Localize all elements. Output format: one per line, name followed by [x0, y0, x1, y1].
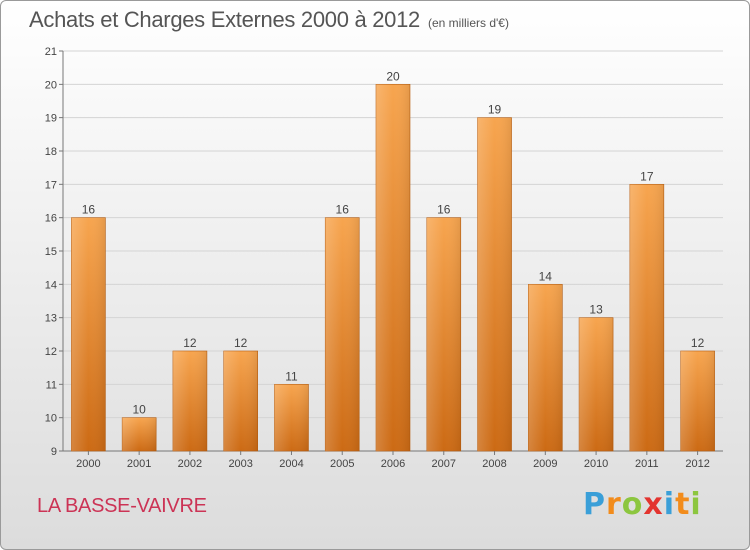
bar-shine [629, 184, 664, 452]
x-tick-label: 2006 [381, 458, 405, 470]
y-tick-label: 11 [46, 379, 57, 391]
bar-shine [426, 217, 461, 451]
bar-shine [122, 417, 157, 451]
bar-shine [71, 217, 106, 451]
data-label: 17 [640, 169, 654, 183]
data-label: 10 [132, 403, 146, 417]
data-label: 11 [285, 369, 298, 383]
y-tick-label: 19 [45, 113, 57, 125]
x-tick-label: 2003 [228, 458, 252, 470]
chart-subtitle: (en milliers d'€) [427, 16, 509, 30]
data-label: 14 [539, 269, 553, 283]
logo-letter: o [621, 487, 644, 522]
y-tick-label: 13 [45, 313, 57, 325]
bar-shine [680, 351, 715, 451]
logo-letter: r [606, 487, 622, 522]
bar-shine [528, 284, 563, 451]
y-tick-label: 14 [45, 279, 57, 291]
chart-title: Achats et Charges Externes 2000 à 2012 (e… [29, 7, 509, 33]
proxiti-logo: Proxiti [583, 487, 702, 522]
x-tick-label: 2010 [584, 458, 608, 470]
bar-shine [579, 317, 614, 451]
y-tick-label: 16 [45, 213, 57, 225]
x-tick-label: 2000 [76, 458, 100, 470]
data-label: 12 [691, 336, 705, 350]
y-tick-label: 10 [45, 413, 57, 425]
x-tick-label: 2012 [685, 458, 709, 470]
data-label: 20 [386, 69, 400, 83]
bar-shine [477, 117, 512, 452]
bar-shine [376, 84, 410, 451]
y-tick-label: 12 [45, 346, 57, 358]
x-tick-label: 2009 [533, 458, 557, 470]
bar-shine [325, 217, 360, 451]
y-tick-label: 15 [45, 246, 57, 258]
logo-letter: P [583, 487, 606, 522]
data-label: 16 [437, 203, 451, 217]
x-tick-label: 2002 [178, 458, 202, 470]
logo-letter: i [663, 487, 676, 522]
logo-letter: x [643, 487, 664, 522]
x-tick-label: 2001 [127, 458, 151, 470]
y-tick-label: 17 [45, 179, 57, 191]
data-label: 16 [336, 203, 350, 217]
y-tick-label: 9 [51, 446, 57, 458]
commune-name: LA BASSE-VAIVRE [37, 495, 207, 517]
data-label: 12 [183, 336, 197, 350]
x-tick-label: 2007 [432, 458, 456, 470]
bar-shine [274, 384, 309, 451]
data-label: 16 [82, 203, 96, 217]
x-tick-label: 2008 [482, 458, 506, 470]
chart-title-text: Achats et Charges Externes 2000 à 2012 [29, 7, 420, 32]
data-label: 12 [234, 336, 248, 350]
y-tick-label: 21 [45, 46, 57, 58]
bar-shine [223, 351, 258, 451]
x-tick-label: 2004 [279, 458, 303, 470]
bar-shine [172, 351, 207, 451]
x-tick-label: 2011 [635, 458, 659, 470]
logo-letter: i [690, 487, 702, 522]
logo-letter: t [675, 487, 691, 522]
y-tick-label: 18 [45, 146, 57, 158]
data-label: 19 [488, 103, 502, 117]
x-tick-label: 2005 [330, 458, 354, 470]
y-tick-label: 20 [45, 79, 57, 91]
data-label: 13 [589, 303, 603, 317]
